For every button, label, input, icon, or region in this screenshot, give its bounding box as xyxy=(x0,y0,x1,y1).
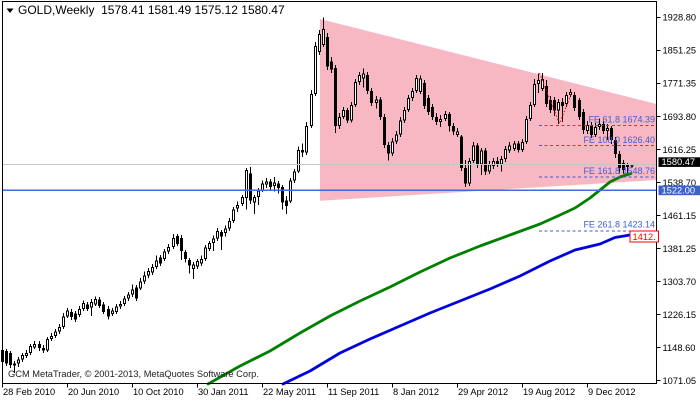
svg-text:1693.80: 1693.80 xyxy=(663,112,697,122)
svg-text:28 Feb 2010: 28 Feb 2010 xyxy=(3,387,55,397)
svg-text:19 Aug 2012: 19 Aug 2012 xyxy=(523,387,575,397)
svg-text:1226.15: 1226.15 xyxy=(663,310,697,320)
svg-text:10 Oct 2010: 10 Oct 2010 xyxy=(133,387,184,397)
svg-text:1522.00: 1522.00 xyxy=(662,185,696,195)
svg-text:1928.80: 1928.80 xyxy=(663,13,697,23)
svg-text:FE 61.8 1674.39: FE 61.8 1674.39 xyxy=(588,114,655,124)
svg-text:1771.35: 1771.35 xyxy=(663,79,697,89)
svg-text:29 Apr 2012: 29 Apr 2012 xyxy=(458,387,508,397)
svg-text:20 Jun 2010: 20 Jun 2010 xyxy=(68,387,119,397)
svg-text:1616.25: 1616.25 xyxy=(663,145,697,155)
svg-text:22 May 2011: 22 May 2011 xyxy=(263,387,316,397)
svg-text:1580.47: 1580.47 xyxy=(662,157,696,167)
svg-text:9 Dec 2012: 9 Dec 2012 xyxy=(588,387,636,397)
svg-text:1851.25: 1851.25 xyxy=(663,46,697,56)
svg-text:30 Jan 2011: 30 Jan 2011 xyxy=(198,387,249,397)
svg-text:FE 261.8 1423.14: FE 261.8 1423.14 xyxy=(583,220,655,230)
svg-text:GOLD,Weekly 1578.41 1581.49 1: GOLD,Weekly 1578.41 1581.49 1575.12 1580… xyxy=(18,3,285,17)
svg-text:1538.70: 1538.70 xyxy=(663,178,697,188)
svg-text:1381.25: 1381.25 xyxy=(663,244,697,254)
svg-text:GCM MetaTrader, © 2001-2013, M: GCM MetaTrader, © 2001-2013, MetaQuotes … xyxy=(8,369,259,379)
svg-text:FE 161.8 1548.76: FE 161.8 1548.76 xyxy=(583,166,655,176)
svg-text:1303.70: 1303.70 xyxy=(663,277,697,287)
svg-text:FE 100.0 1626.40: FE 100.0 1626.40 xyxy=(583,135,655,145)
svg-text:8 Jan 2012: 8 Jan 2012 xyxy=(393,387,439,397)
svg-text:1148.60: 1148.60 xyxy=(663,343,696,353)
svg-text:1412.: 1412. xyxy=(633,232,656,242)
svg-text:1071.05: 1071.05 xyxy=(663,376,697,386)
svg-text:1461.15: 1461.15 xyxy=(663,211,697,221)
svg-text:11 Sep 2011: 11 Sep 2011 xyxy=(328,387,379,397)
